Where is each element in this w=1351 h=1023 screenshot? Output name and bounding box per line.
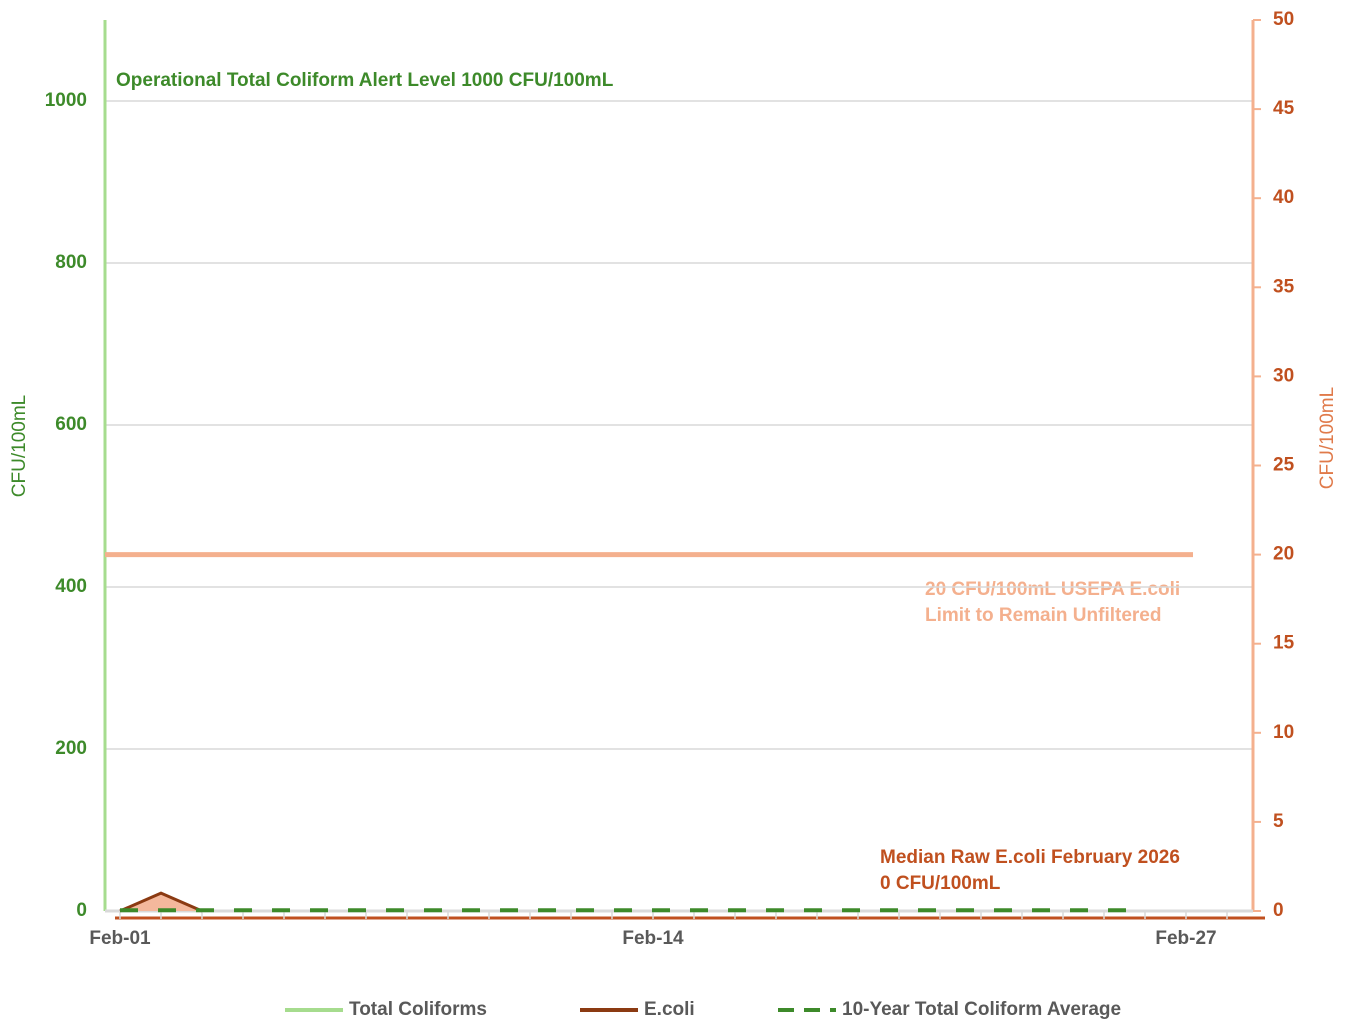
y2-tick-label: 10 bbox=[1273, 722, 1294, 743]
y-tick-label: 0 bbox=[76, 900, 87, 921]
legend-label: 10-Year Total Coliform Average bbox=[842, 999, 1121, 1020]
y2-axis-label: CFU/100mL bbox=[1317, 387, 1338, 489]
y2-tick-label: 25 bbox=[1273, 455, 1295, 476]
y2-tick-label: 0 bbox=[1273, 900, 1284, 921]
y-tick-label: 1000 bbox=[45, 90, 87, 111]
y2-tick-label: 30 bbox=[1273, 365, 1294, 386]
x-tick-label: Feb-14 bbox=[622, 928, 684, 949]
y-axis-label: CFU/100mL bbox=[9, 395, 30, 497]
annotation: 0 CFU/100mL bbox=[880, 873, 1001, 894]
y2-tick-label: 35 bbox=[1273, 276, 1295, 297]
y-tick-label: 600 bbox=[55, 414, 87, 435]
y2-tick-label: 40 bbox=[1273, 187, 1294, 208]
y2-tick-label: 15 bbox=[1273, 633, 1295, 654]
y2-tick-label: 20 bbox=[1273, 544, 1294, 565]
legend-label: E.coli bbox=[644, 999, 695, 1020]
x-tick-label: Feb-01 bbox=[89, 928, 151, 949]
annotation: 20 CFU/100mL USEPA E.coli bbox=[925, 579, 1180, 600]
y2-tick-label: 5 bbox=[1273, 811, 1284, 832]
annotation: Operational Total Coliform Alert Level 1… bbox=[116, 70, 614, 91]
y2-tick-label: 50 bbox=[1273, 9, 1294, 30]
y-tick-label: 200 bbox=[55, 738, 87, 759]
annotation: Median Raw E.coli February 2026 bbox=[880, 847, 1180, 868]
x-tick-label: Feb-27 bbox=[1155, 928, 1216, 949]
area bbox=[120, 893, 202, 911]
y-tick-label: 400 bbox=[55, 576, 87, 597]
line bbox=[119, 891, 203, 913]
y2-tick-label: 45 bbox=[1273, 98, 1295, 119]
legend-label: Total Coliforms bbox=[349, 999, 487, 1020]
annotation: Limit to Remain Unfiltered bbox=[925, 605, 1161, 626]
y-tick-label: 800 bbox=[55, 252, 87, 273]
